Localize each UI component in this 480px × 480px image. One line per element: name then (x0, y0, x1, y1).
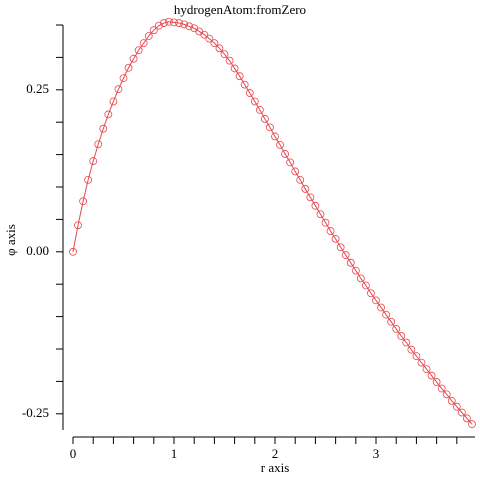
data-point (124, 63, 133, 72)
chart-title: hydrogenAtom:fromZero (174, 2, 306, 17)
data-point (291, 167, 300, 176)
data-point (367, 289, 375, 298)
data-point (271, 132, 279, 141)
data-point (457, 408, 466, 417)
data-point (427, 371, 436, 380)
x-tick-label: 2 (272, 446, 279, 461)
data-point (387, 317, 396, 326)
data-point (240, 80, 249, 89)
data-point (296, 175, 305, 184)
data-point (205, 34, 214, 43)
data-point (94, 140, 103, 149)
data-point (180, 20, 189, 29)
data-point (407, 345, 416, 354)
data-point (392, 325, 401, 333)
data-point (331, 234, 340, 243)
data-point (210, 39, 219, 48)
y-axis-label: φ axis (3, 224, 18, 256)
data-point (452, 402, 461, 411)
x-axis-label: r axis (261, 460, 290, 475)
data-point (336, 243, 345, 252)
data-point (321, 218, 330, 227)
data-point (129, 54, 138, 63)
data-point (200, 30, 209, 39)
data-point (397, 332, 406, 340)
data-point (468, 420, 476, 429)
data-point (139, 39, 148, 48)
data-point (225, 56, 234, 65)
data-point (250, 97, 259, 106)
data-point (281, 150, 290, 158)
data-point (114, 85, 123, 94)
data-point (463, 414, 471, 423)
data-point (402, 338, 411, 347)
data-point (432, 378, 441, 386)
data-point (170, 18, 178, 27)
data-point (215, 44, 224, 53)
data-point (119, 74, 128, 83)
data-point (154, 21, 163, 30)
data-point (261, 115, 269, 123)
data-point (89, 157, 98, 165)
data-point (84, 175, 93, 184)
y-tick-label: -0.25 (22, 405, 49, 420)
data-point (165, 17, 173, 26)
data-point (175, 19, 183, 27)
x-tick-label: 1 (171, 446, 178, 461)
data-point (266, 123, 274, 132)
data-point (306, 193, 315, 202)
data-point (311, 201, 320, 210)
data-point (442, 390, 451, 399)
data-point (346, 258, 355, 267)
data-point (74, 221, 82, 230)
data-point (356, 274, 365, 283)
data-point (286, 158, 295, 167)
x-tick-label: 0 (70, 446, 77, 461)
data-point (220, 50, 229, 59)
data-point (422, 365, 431, 373)
data-point (326, 227, 335, 235)
data-point (245, 89, 254, 97)
data-point (362, 281, 370, 290)
data-point (69, 247, 77, 256)
data-point (79, 197, 88, 206)
data-point (149, 26, 158, 35)
data-point (109, 97, 118, 106)
data-point (351, 266, 360, 275)
data-point (255, 105, 264, 114)
data-point (160, 19, 168, 27)
data-point (316, 210, 325, 219)
data-point (382, 310, 391, 319)
data-point (412, 352, 421, 361)
data-point (417, 358, 426, 367)
data-point (185, 22, 194, 31)
data-line (72, 21, 473, 425)
data-point (447, 396, 456, 405)
y-tick-label: 0.00 (26, 243, 49, 258)
data-point (235, 72, 244, 81)
data-point (134, 46, 143, 55)
data-point (377, 303, 385, 312)
data-point (341, 251, 350, 259)
data-point (372, 296, 380, 305)
data-point (230, 64, 239, 73)
data-point (144, 32, 153, 40)
y-tick-label: 0.25 (26, 81, 49, 96)
data-point (276, 140, 284, 149)
data-point (99, 124, 108, 133)
data-point (104, 110, 113, 119)
data-point (301, 185, 310, 193)
data-point (437, 384, 446, 393)
x-tick-label: 3 (373, 446, 380, 461)
